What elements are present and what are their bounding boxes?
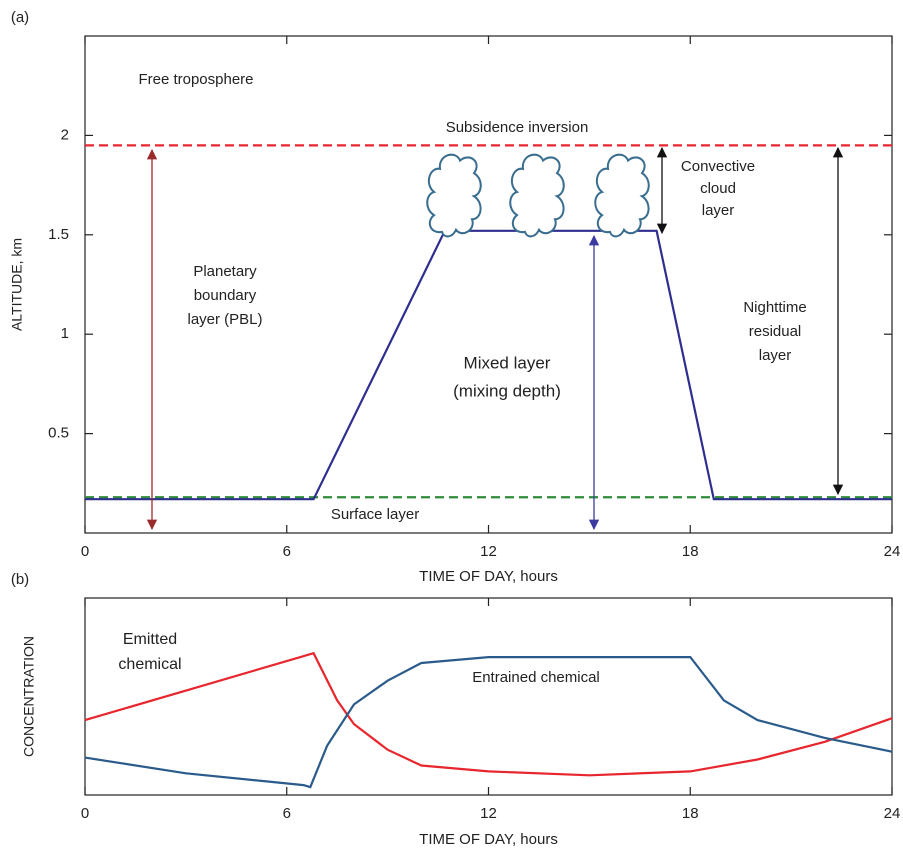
cloud (510, 155, 564, 237)
x-tick-label: 18 (682, 543, 699, 560)
cloud (595, 155, 649, 237)
x-tick-label: 12 (480, 805, 497, 822)
reference-label: Subsidence inversion (446, 119, 589, 136)
x-tick-label: 24 (884, 543, 901, 560)
y-tick-label: 1 (61, 325, 69, 342)
panel-label: (b) (11, 571, 29, 588)
y-axis-label: CONCENTRATION (21, 636, 37, 757)
x-tick-label: 6 (283, 543, 291, 560)
x-tick-label: 0 (81, 805, 89, 822)
page: (a)TIME OF DAY, hoursALTITUDE, km0612182… (0, 0, 903, 859)
series-label: Entrained chemical (472, 669, 600, 686)
annotation: (mixing depth) (453, 381, 561, 400)
figure: (a)TIME OF DAY, hoursALTITUDE, km0612182… (0, 0, 903, 854)
y-tick-label: 0.5 (48, 425, 69, 442)
y-axis-label: ALTITUDE, km (9, 238, 25, 331)
x-tick-label: 12 (480, 543, 497, 560)
y-tick-label: 1.5 (48, 226, 69, 243)
arrows (152, 148, 838, 529)
annotation: cloud (700, 180, 736, 197)
x-axis-label: TIME OF DAY, hours (419, 568, 558, 585)
reference-label: Surface layer (331, 506, 419, 523)
annotation: layer (759, 347, 792, 364)
annotation: boundary (194, 287, 257, 304)
x-tick-label: 0 (81, 543, 89, 560)
x-axis-label: TIME OF DAY, hours (419, 831, 558, 848)
annotation: Nighttime (743, 299, 806, 316)
annotation: layer (702, 202, 735, 219)
annotation: Planetary (193, 263, 257, 280)
annotation: layer (PBL) (187, 311, 262, 328)
annotation: residual (749, 323, 802, 340)
annotation: Mixed layer (464, 353, 551, 372)
plot-frame (85, 598, 892, 795)
x-tick-label: 6 (283, 805, 291, 822)
y-tick-label: 2 (61, 126, 69, 143)
clouds (427, 155, 649, 237)
panel-label: (a) (11, 9, 29, 26)
plot-frame (85, 36, 892, 533)
x-tick-label: 24 (884, 805, 901, 822)
cloud (427, 155, 481, 237)
annotation: Free troposphere (138, 71, 253, 88)
x-tick-label: 18 (682, 805, 699, 822)
annotation: Convective (681, 158, 755, 175)
